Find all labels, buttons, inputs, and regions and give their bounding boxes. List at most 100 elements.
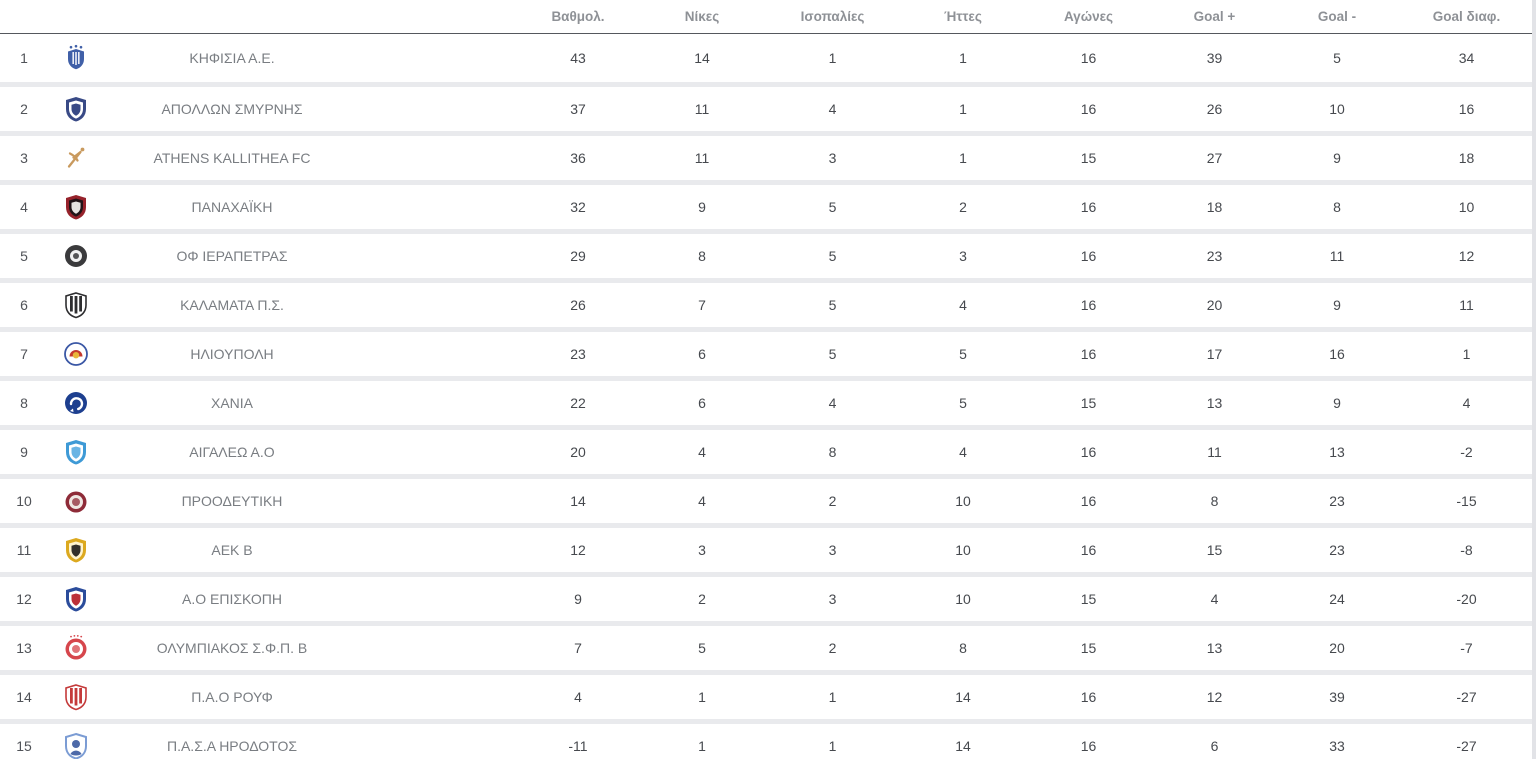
team-logo-icon [48,675,104,719]
goal-diff-cell: 16 [1458,101,1475,117]
team-name-cell: ΧΑΝΙΑ [210,395,253,411]
table-row[interactable]: 2 ΑΠΟΛΛΩΝ ΣΜΥΡΝΗΣ 37 11 4 1 16 26 10 16 [0,82,1536,131]
goals-for-cell: 13 [1206,395,1223,411]
table-row[interactable]: 5 ΟΦ ΙΕΡΑΠΕΤΡΑΣ 29 8 5 3 16 23 11 12 [0,229,1536,278]
header-losses: Ήττες [944,9,982,24]
table-row[interactable]: 7 ΗΛΙΟΥΠΟΛΗ 23 6 5 5 16 17 16 1 [0,327,1536,376]
games-cell: 15 [1080,150,1097,166]
wins-cell: 9 [698,199,706,215]
wins-cell: 2 [698,591,706,607]
losses-cell: 10 [955,493,971,509]
table-row[interactable]: 14 Π.Α.Ο ΡΟΥΦ 4 1 1 14 16 12 39 -27 [0,670,1536,719]
draws-cell: 5 [828,199,837,215]
wins-cell: 14 [694,50,710,66]
draws-cell: 3 [828,150,837,166]
games-cell: 16 [1080,542,1097,558]
goals-against-cell: 33 [1329,738,1345,754]
wins-cell: 3 [698,542,706,558]
team-name-cell: ΟΛΥΜΠΙΑΚΟΣ Σ.Φ.Π. Β [156,640,308,656]
rank-cell: 9 [20,444,28,460]
table-body: 1 ΚΗΦΙΣΙΑ Α.Ε. 43 14 1 1 16 39 5 34 2 ΑΠ… [0,34,1536,759]
team-name-cell: ΟΦ ΙΕΡΑΠΕΤΡΑΣ [176,248,288,264]
draws-cell: 1 [828,50,837,66]
points-cell: 32 [570,199,586,215]
losses-cell: 3 [959,248,967,264]
goal-diff-cell: -7 [1460,640,1473,656]
rank-cell: 4 [20,199,28,215]
table-header-row: Βαθμολ. Νίκες Ισοπαλίες Ήττες Αγώνες Goa… [0,0,1536,34]
header-goals-for: Goal + [1193,9,1236,24]
header-goals-against: Goal - [1317,9,1357,24]
table-row[interactable]: 13 ΟΛΥΜΠΙΑΚΟΣ Σ.Φ.Π. Β 7 5 2 8 15 13 20 … [0,621,1536,670]
table-row[interactable]: 15 Π.Α.Σ.Α ΗΡΟΔΟΤΟΣ -11 1 1 14 16 6 33 -… [0,719,1536,759]
goals-against-cell: 5 [1333,50,1341,66]
table-row[interactable]: 4 ΠΑΝΑΧΑΪΚΗ 32 9 5 2 16 18 8 10 [0,180,1536,229]
draws-cell: 4 [828,101,837,117]
team-logo-icon [48,332,104,376]
team-name-cell: Π.Α.Ο ΡΟΥΦ [191,689,273,705]
team-logo-icon [48,577,104,621]
games-cell: 16 [1080,444,1097,460]
goals-against-cell: 23 [1329,542,1345,558]
team-name-cell: ΑΙΓΑΛΕΩ Α.Ο [189,444,275,460]
goals-for-cell: 13 [1206,640,1223,656]
team-logo-icon [48,34,104,82]
goals-for-cell: 8 [1210,493,1219,509]
draws-cell: 3 [828,542,837,558]
team-logo-icon [48,528,104,572]
draws-cell: 1 [828,689,837,705]
wins-cell: 4 [698,444,706,460]
points-cell: 23 [570,346,586,362]
points-cell: 4 [574,689,582,705]
draws-cell: 4 [828,395,837,411]
wins-cell: 8 [698,248,706,264]
team-logo-icon [48,234,104,278]
losses-cell: 14 [955,689,971,705]
table-row[interactable]: 6 ΚΑΛΑΜΑΤΑ Π.Σ. 26 7 5 4 16 20 9 11 [0,278,1536,327]
table-row[interactable]: 10 ΠΡΟΟΔΕΥΤΙΚΗ 14 4 2 10 16 8 23 -15 [0,474,1536,523]
team-logo-icon [48,430,104,474]
team-name-cell: ATHENS KALLITHEA FC [153,150,311,166]
games-cell: 15 [1080,640,1097,656]
losses-cell: 1 [959,50,967,66]
draws-cell: 3 [828,591,837,607]
goals-for-cell: 26 [1206,101,1223,117]
team-name-cell: ΗΛΙΟΥΠΟΛΗ [190,346,274,362]
team-logo-icon [48,283,104,327]
table-row[interactable]: 11 ΑΕΚ Β 12 3 3 10 16 15 23 -8 [0,523,1536,572]
goals-for-cell: 23 [1206,248,1223,264]
goals-for-cell: 39 [1206,50,1223,66]
draws-cell: 2 [828,640,837,656]
goal-diff-cell: 1 [1462,346,1471,362]
losses-cell: 1 [959,150,967,166]
table-row[interactable]: 12 Α.Ο ΕΠΙΣΚΟΠΗ 9 2 3 10 15 4 24 -20 [0,572,1536,621]
rank-cell: 10 [16,493,32,509]
goals-against-cell: 20 [1329,640,1345,656]
table-row[interactable]: 8 ΧΑΝΙΑ 22 6 4 5 15 13 9 4 [0,376,1536,425]
losses-cell: 5 [959,346,967,362]
losses-cell: 4 [959,444,967,460]
wins-cell: 5 [698,640,706,656]
goals-for-cell: 27 [1206,150,1223,166]
goal-diff-cell: -27 [1456,738,1477,754]
team-name-cell: ΚΗΦΙΣΙΑ Α.Ε. [189,50,275,66]
goals-for-cell: 18 [1206,199,1223,215]
table-row[interactable]: 3 ATHENS KALLITHEA FC 36 11 3 1 15 27 9 … [0,131,1536,180]
losses-cell: 1 [959,101,967,117]
losses-cell: 4 [959,297,967,313]
team-name-cell: ΠΑΝΑΧΑΪΚΗ [191,199,273,215]
rank-cell: 12 [16,591,32,607]
scrollbar-track[interactable] [1532,0,1536,759]
wins-cell: 1 [698,689,706,705]
team-logo-icon [48,479,104,523]
team-name-cell: ΑΠΟΛΛΩΝ ΣΜΥΡΝΗΣ [161,101,303,117]
losses-cell: 8 [959,640,967,656]
table-row[interactable]: 1 ΚΗΦΙΣΙΑ Α.Ε. 43 14 1 1 16 39 5 34 [0,34,1536,82]
table-row[interactable]: 9 ΑΙΓΑΛΕΩ Α.Ο 20 4 8 4 16 11 13 -2 [0,425,1536,474]
losses-cell: 2 [959,199,967,215]
goals-against-cell: 13 [1329,444,1345,460]
goal-diff-cell: -8 [1460,542,1473,558]
goals-for-cell: 4 [1210,591,1219,607]
games-cell: 16 [1080,738,1097,754]
goals-for-cell: 20 [1206,297,1223,313]
